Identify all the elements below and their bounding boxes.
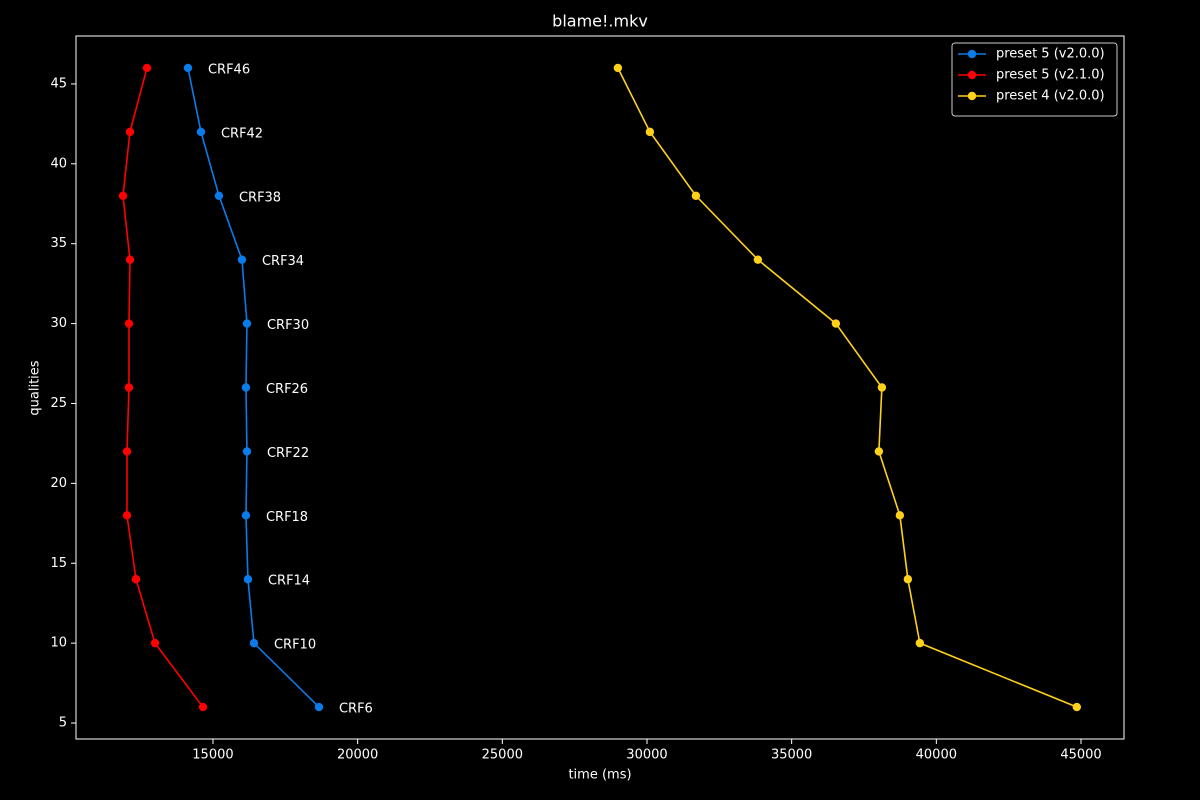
point (241, 511, 251, 520)
annotation: CRF6 (339, 702, 373, 717)
legend-box (951, 42, 1118, 117)
point (131, 575, 141, 584)
point (1072, 702, 1082, 712)
legend-label: preset 5 (v2.1.0) (996, 68, 1105, 83)
point (118, 191, 128, 200)
point (915, 638, 925, 648)
point (874, 447, 884, 456)
annotation: CRF30 (267, 318, 309, 333)
x-tick-label: 20000 (337, 748, 378, 763)
x-tick-label: 40000 (916, 748, 957, 763)
point (691, 191, 701, 200)
x-tick-label: 15000 (192, 748, 233, 763)
point (125, 127, 135, 137)
point (122, 447, 132, 456)
legend-label: preset 4 (v2.0.0) (996, 89, 1105, 104)
point (125, 255, 135, 264)
annotation: CRF26 (266, 382, 308, 397)
legend-marker (967, 49, 977, 59)
point (243, 575, 253, 584)
point (242, 447, 252, 456)
y-tick-label: 35 (50, 236, 67, 251)
annotation: CRF18 (266, 510, 308, 525)
plot-frame (75, 35, 1125, 740)
point (903, 575, 913, 584)
point (198, 702, 208, 712)
point (183, 63, 193, 73)
x-tick-label: 45000 (1060, 748, 1101, 763)
point (150, 638, 160, 648)
annotation: CRF14 (268, 574, 310, 589)
x-tick-label: 35000 (771, 748, 812, 763)
point (237, 255, 247, 264)
annotation: CRF46 (208, 62, 250, 77)
chart-title: blame!.mkv (552, 12, 648, 31)
y-axis-label: qualities (28, 360, 43, 415)
annotation: CRF38 (239, 190, 281, 205)
point (249, 638, 259, 648)
point (122, 511, 132, 520)
x-tick-label: 30000 (626, 748, 667, 763)
annotation: CRF22 (267, 446, 309, 461)
point (124, 319, 134, 328)
point (877, 383, 887, 392)
x-axis-label: time (ms) (568, 768, 631, 783)
legend-marker (967, 91, 977, 101)
y-tick-label: 45 (50, 76, 67, 91)
point (895, 511, 905, 520)
point (831, 319, 841, 328)
annotation: CRF10 (274, 638, 316, 653)
point (124, 383, 134, 392)
legend-marker (967, 70, 977, 80)
y-tick-label: 10 (50, 636, 67, 651)
point (142, 63, 152, 73)
x-tick-label: 25000 (482, 748, 523, 763)
point (753, 255, 763, 264)
point (314, 702, 324, 712)
point (196, 127, 206, 137)
y-tick-label: 15 (50, 556, 67, 571)
y-tick-label: 20 (50, 476, 67, 491)
y-tick-label: 30 (50, 316, 67, 331)
legend-label: preset 5 (v2.0.0) (996, 47, 1105, 62)
y-tick-label: 40 (50, 156, 67, 171)
annotation: CRF42 (221, 126, 263, 141)
point (645, 127, 655, 137)
point (242, 319, 252, 328)
y-tick-label: 5 (59, 716, 67, 731)
y-tick-label: 25 (50, 396, 67, 411)
point (214, 191, 224, 200)
annotation: CRF34 (262, 254, 304, 269)
point (613, 63, 623, 73)
point (241, 383, 251, 392)
